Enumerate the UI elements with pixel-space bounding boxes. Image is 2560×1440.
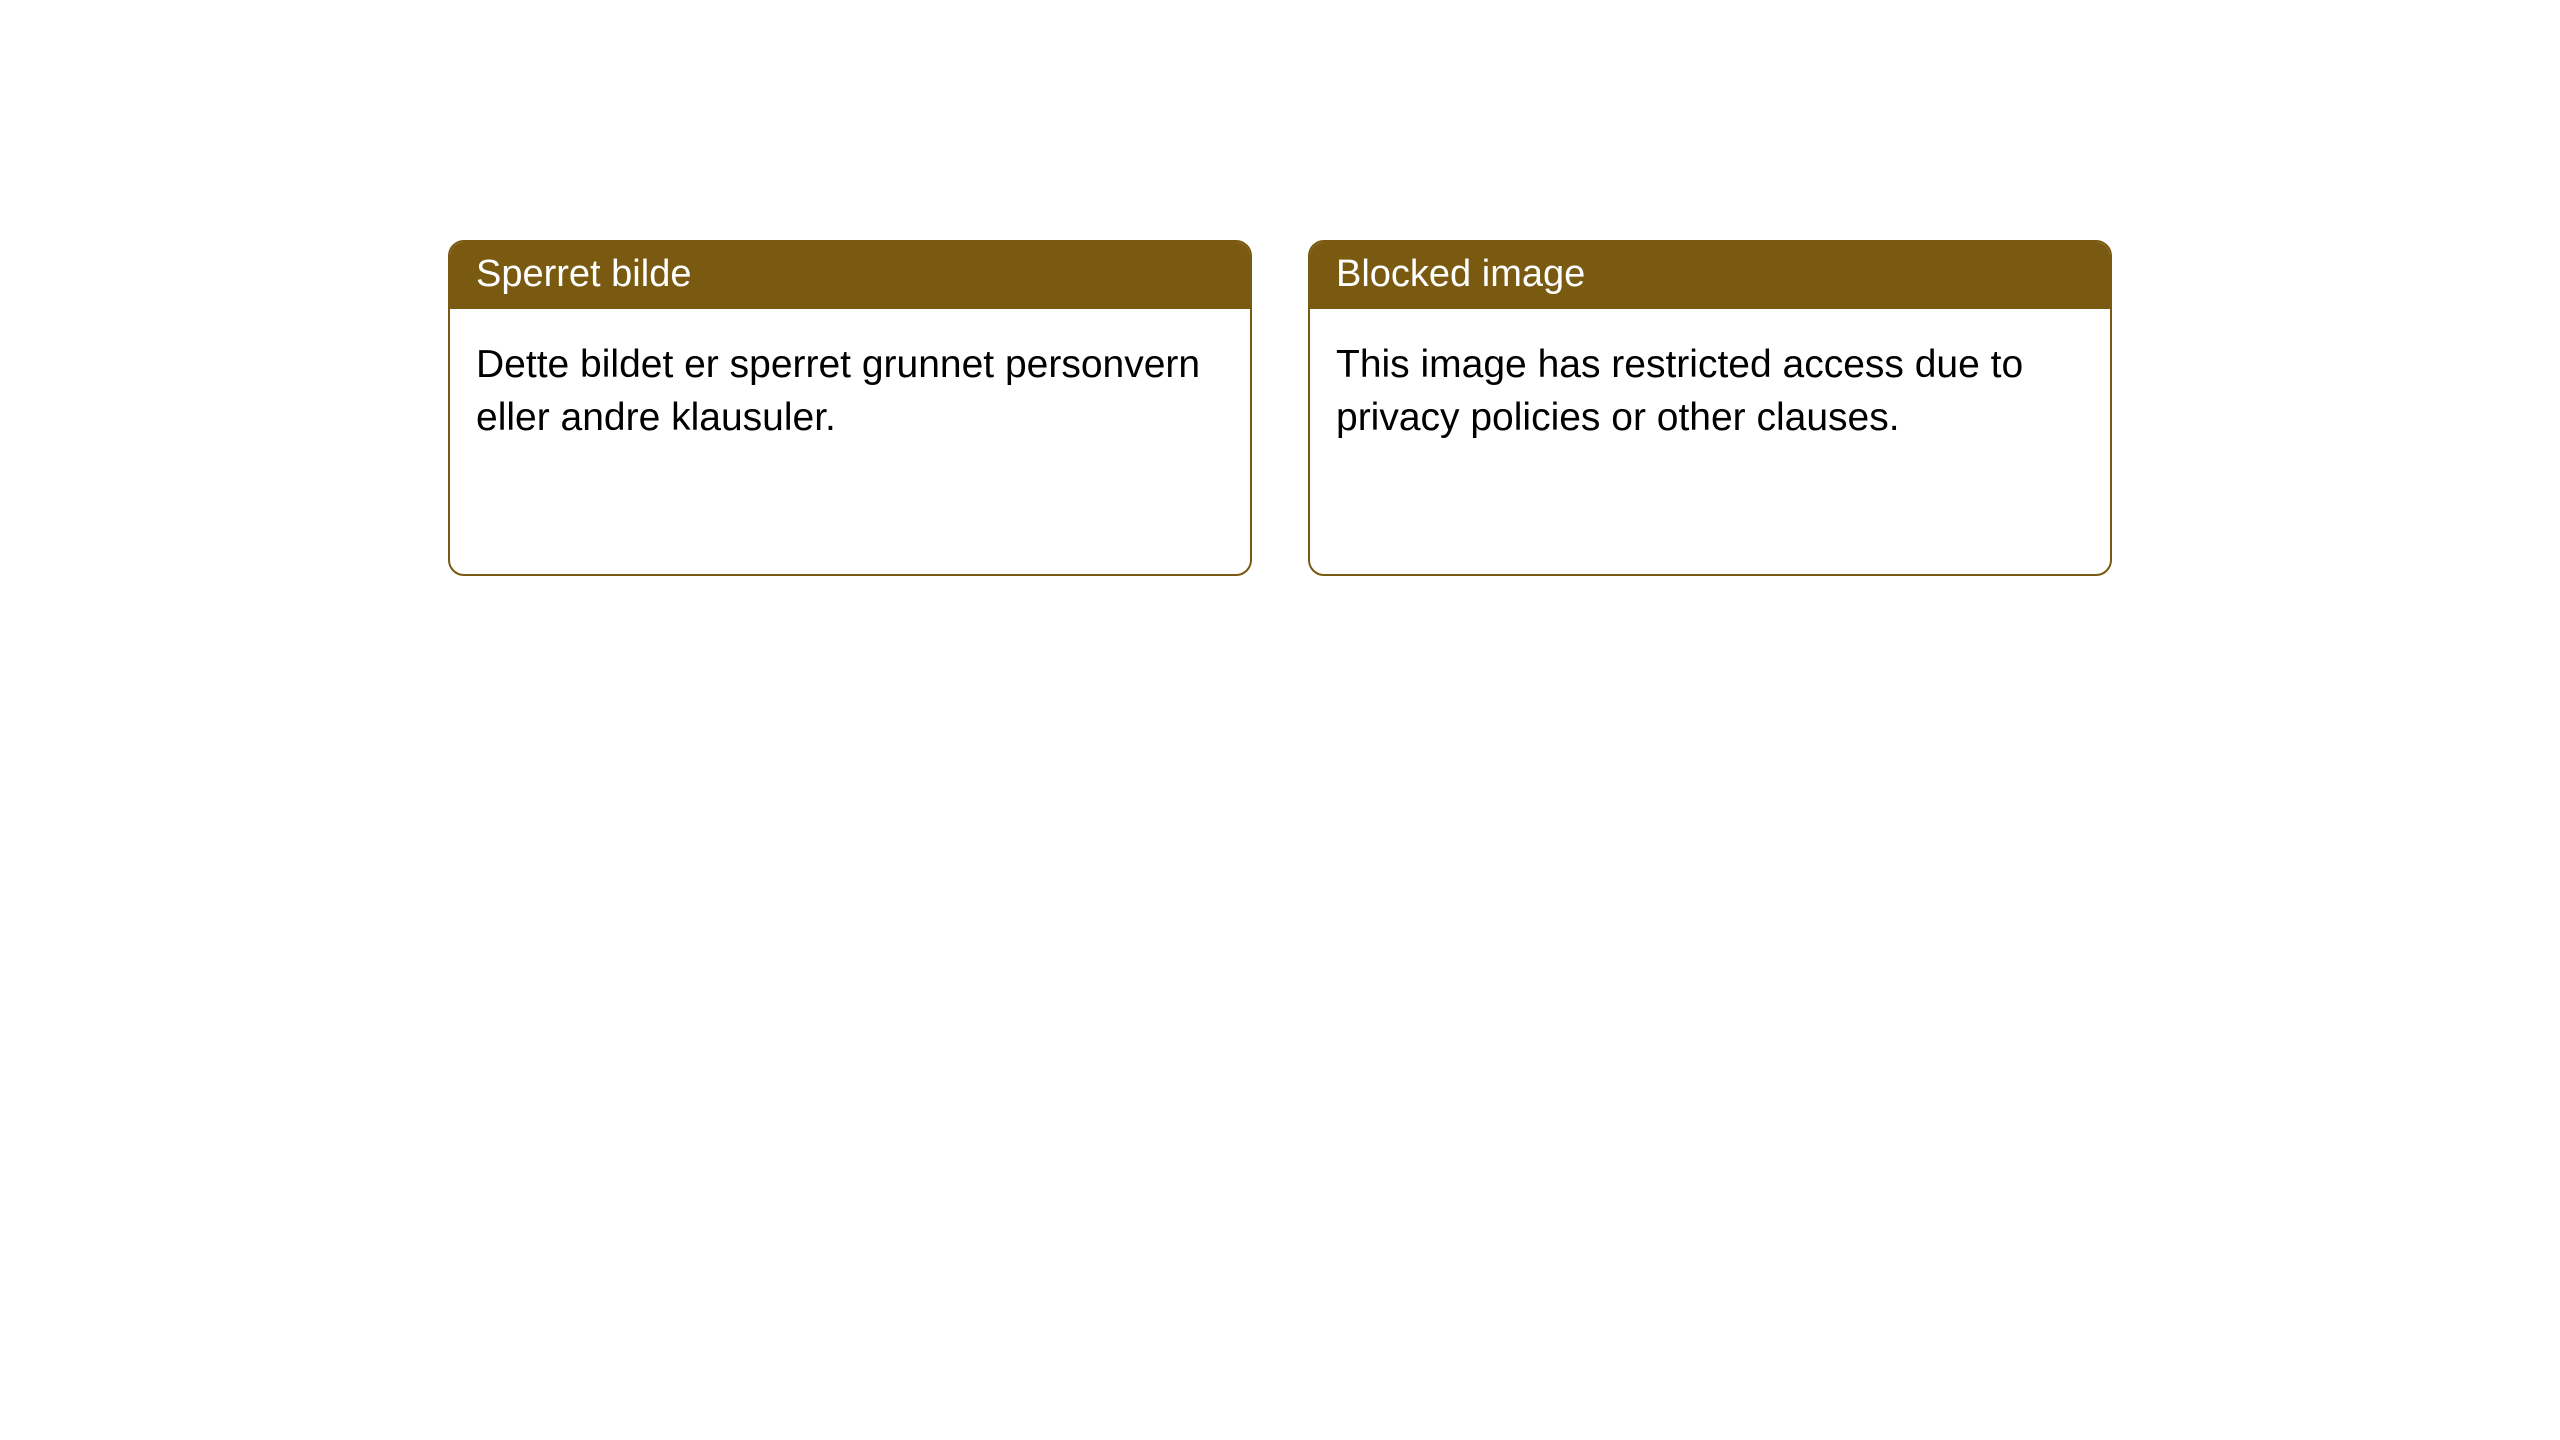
card-header-no: Sperret bilde xyxy=(450,242,1250,309)
blocked-image-cards: Sperret bilde Dette bildet er sperret gr… xyxy=(448,240,2112,576)
blocked-image-card-en: Blocked image This image has restricted … xyxy=(1308,240,2112,576)
blocked-image-card-no: Sperret bilde Dette bildet er sperret gr… xyxy=(448,240,1252,576)
card-body-en: This image has restricted access due to … xyxy=(1310,309,2110,474)
card-header-en: Blocked image xyxy=(1310,242,2110,309)
card-body-no: Dette bildet er sperret grunnet personve… xyxy=(450,309,1250,474)
